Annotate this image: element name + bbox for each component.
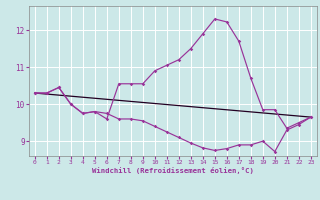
X-axis label: Windchill (Refroidissement éolien,°C): Windchill (Refroidissement éolien,°C)	[92, 167, 254, 174]
